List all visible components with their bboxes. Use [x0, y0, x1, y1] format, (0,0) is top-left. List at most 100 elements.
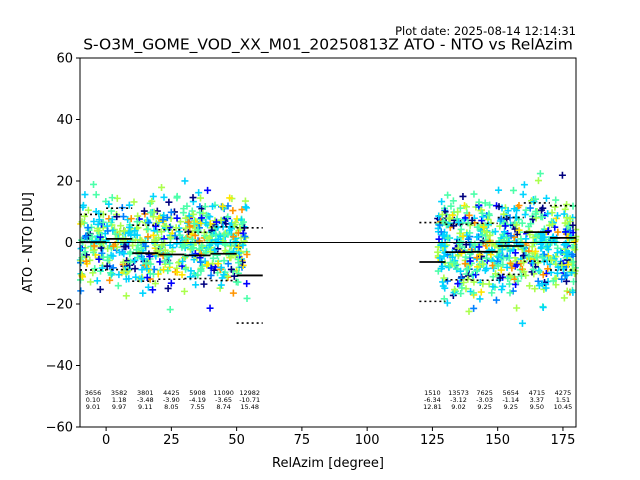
- scatter-point: [105, 200, 113, 208]
- y-tick-label: 0: [65, 236, 73, 251]
- scatter-point: [242, 234, 250, 242]
- scatter-point: [444, 234, 452, 242]
- scatter-point: [96, 285, 104, 293]
- scatter-point: [534, 177, 542, 185]
- scatter-point: [562, 249, 570, 257]
- scatter-point: [164, 284, 172, 292]
- bin-mean-label: -3.03: [476, 396, 493, 404]
- scatter-point: [91, 265, 99, 273]
- bin-mean-label: -1.14: [502, 396, 519, 404]
- scatter-point: [542, 238, 550, 246]
- scatter-point: [470, 278, 478, 286]
- scatter-point: [108, 270, 116, 278]
- scatter-point: [209, 254, 217, 262]
- scatter-point: [513, 304, 521, 312]
- scatter-point: [478, 231, 486, 239]
- scatter-point: [505, 238, 513, 246]
- scatter-point: [532, 210, 540, 218]
- scatter-point: [81, 191, 89, 199]
- scatter-point: [558, 275, 566, 283]
- bin-count-label: 4425: [163, 389, 180, 397]
- plot-date: Plot date: 2025-08-14 12:14:31: [395, 24, 576, 38]
- scatter-point: [161, 246, 169, 254]
- scatter-point: [189, 244, 197, 252]
- y-tick-label: 40: [56, 113, 73, 128]
- scatter-point: [217, 216, 225, 224]
- scatter-point: [499, 282, 507, 290]
- scatter-point: [504, 207, 512, 215]
- scatter-point: [167, 233, 175, 241]
- scatter-point: [197, 265, 205, 273]
- scatter-point: [126, 248, 134, 256]
- scatter-point: [498, 246, 506, 254]
- bin-count-label: 13573: [448, 389, 469, 397]
- scatter-point: [481, 222, 489, 230]
- scatter-point: [224, 260, 232, 268]
- bin-std-label: 15.48: [240, 403, 259, 411]
- scatter-point: [479, 280, 487, 288]
- scatter-point: [173, 240, 181, 248]
- scatter-point: [461, 214, 469, 222]
- scatter-point: [216, 284, 224, 292]
- scatter-point: [182, 265, 190, 273]
- scatter-point: [98, 264, 106, 272]
- scatter-point: [506, 289, 514, 297]
- scatter-point: [560, 294, 568, 302]
- scatter-point: [229, 289, 237, 297]
- scatter-point: [541, 233, 549, 241]
- scatter-point: [551, 238, 559, 246]
- scatter-point: [181, 253, 189, 261]
- scatter-point: [462, 203, 470, 211]
- scatter-point: [459, 232, 467, 240]
- scatter-point: [538, 213, 546, 221]
- scatter-point: [195, 245, 203, 253]
- scatter-point: [463, 231, 471, 239]
- scatter-point: [457, 225, 465, 233]
- scatter-point: [189, 194, 197, 202]
- scatter-point: [499, 261, 507, 269]
- scatter-point: [513, 221, 521, 229]
- scatter-point: [182, 214, 190, 222]
- bin-count-label: 3656: [85, 389, 102, 397]
- scatter-point: [181, 177, 189, 185]
- scatter-point: [450, 259, 458, 267]
- scatter-point: [440, 295, 448, 303]
- scatter-point: [478, 209, 486, 217]
- scatter-point: [216, 232, 224, 240]
- scatter-point: [214, 240, 222, 248]
- scatter-point: [220, 271, 228, 279]
- scatter-point: [137, 237, 145, 245]
- scatter-point: [142, 242, 150, 250]
- scatter-point: [477, 288, 485, 296]
- scatter-point: [438, 265, 446, 273]
- x-tick-label: 100: [355, 433, 380, 448]
- scatter-point: [82, 233, 90, 241]
- scatter-point: [535, 267, 543, 275]
- scatter-point: [120, 267, 128, 275]
- scatter-point: [117, 222, 125, 230]
- bin-count-label: 7625: [476, 389, 493, 397]
- scatter-point: [522, 206, 530, 214]
- scatter-point: [511, 249, 519, 257]
- scatter-point: [553, 249, 561, 257]
- scatter-point: [498, 286, 506, 294]
- scatter-point: [200, 280, 208, 288]
- scatter-point: [473, 267, 481, 275]
- bin-count-label: 3582: [111, 389, 128, 397]
- scatter-point: [167, 214, 175, 222]
- scatter-point: [125, 223, 133, 231]
- scatter-point: [507, 232, 515, 240]
- bin-mean-label: -3.12: [450, 396, 467, 404]
- scatter-point: [194, 226, 202, 234]
- scatter-point: [176, 231, 184, 239]
- scatter-point: [192, 281, 200, 289]
- scatter-point: [173, 194, 181, 202]
- scatter-point: [461, 260, 469, 268]
- scatter-point: [146, 270, 154, 278]
- scatter-point: [230, 272, 238, 280]
- scatter-point: [133, 218, 141, 226]
- scatter-point: [482, 254, 490, 262]
- scatter-point: [172, 224, 180, 232]
- scatter-point: [513, 206, 521, 214]
- scatter-point: [197, 194, 205, 202]
